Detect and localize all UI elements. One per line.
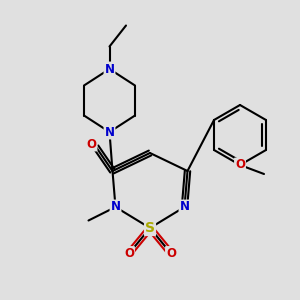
Text: N: N	[104, 125, 115, 139]
Text: N: N	[179, 200, 190, 214]
Text: N: N	[110, 200, 121, 214]
Text: S: S	[145, 221, 155, 235]
Text: O: O	[124, 247, 134, 260]
Text: O: O	[166, 247, 176, 260]
Text: N: N	[104, 62, 115, 76]
Text: O: O	[235, 158, 245, 172]
Text: O: O	[86, 137, 97, 151]
